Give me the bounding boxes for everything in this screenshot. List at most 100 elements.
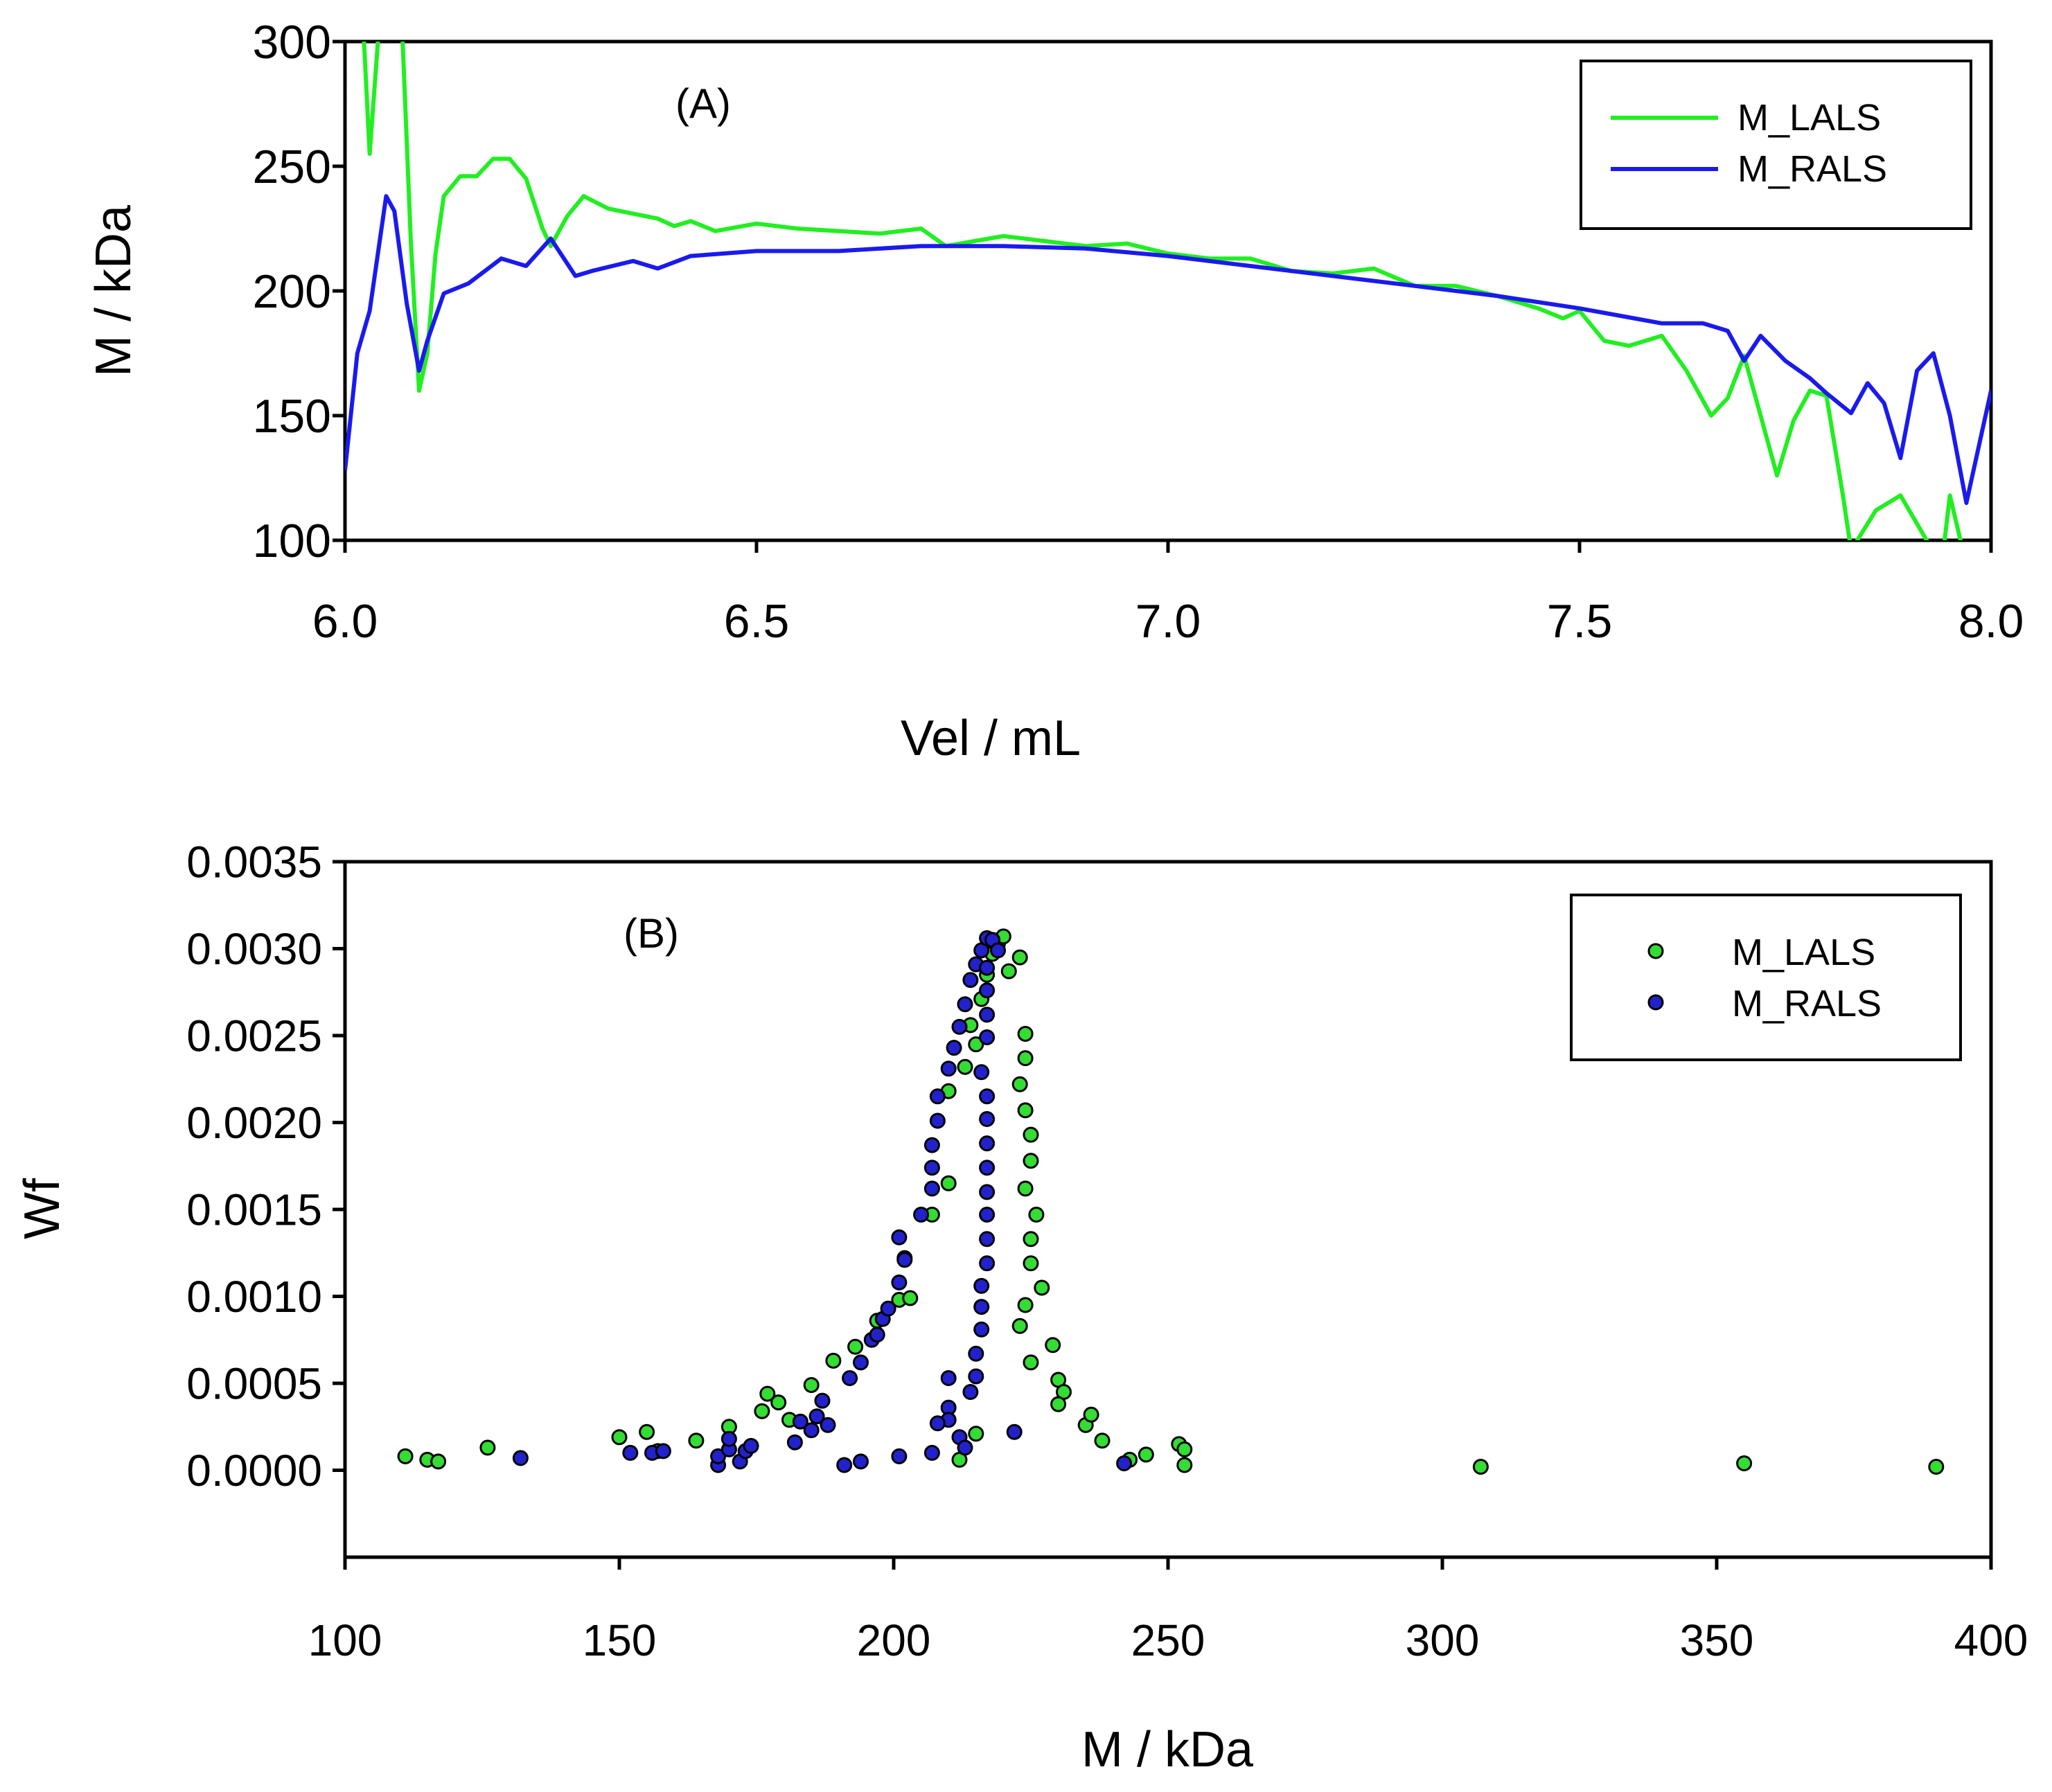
data-point-m-rals [836,1457,853,1473]
data-point-m-rals [814,1392,831,1409]
panel-a-x-tick-label: 7.0 [1135,595,1201,648]
data-point-m-lals [1017,1026,1034,1042]
data-point-m-rals [923,1180,940,1197]
panel-b-label: (B) [623,910,679,957]
data-point-m-lals [1472,1459,1489,1475]
data-point-m-lals [847,1338,864,1355]
data-point-m-rals [869,1327,885,1343]
data-point-m-rals [913,1207,930,1223]
panel-b-legend-box [1570,894,1962,1061]
data-point-m-rals [786,1434,803,1451]
panel-a-x-tick-label: 7.5 [1547,595,1613,648]
panel-a-y-tick-label: 200 [253,265,331,318]
data-point-m-rals [979,1207,996,1223]
data-point-m-lals [1017,1050,1034,1067]
data-point-m-rals [842,1370,858,1386]
series-line-m-lals [362,42,1963,540]
data-point-m-lals [803,1377,820,1393]
panel-b-y-tick-label: 0.0010 [186,1272,322,1322]
data-point-m-rals [880,1300,896,1317]
data-point-m-rals [979,1160,996,1176]
data-point-m-lals [968,1036,984,1053]
data-point-m-rals [808,1408,825,1425]
data-point-m-rals [923,1160,940,1176]
panel-b-legend-label-m-rals: M_RALS [1732,983,1882,1024]
panel-b-y-axis-title: Wf [15,1178,70,1239]
data-point-m-rals [979,1029,996,1045]
data-point-m-rals [923,1137,940,1153]
data-point-m-rals [820,1417,836,1433]
data-point-m-rals [979,1111,996,1127]
panel-b-y-tick-label: 0.0025 [186,1011,322,1061]
data-point-m-lals [430,1453,447,1470]
data-point-m-lals [1045,1337,1061,1354]
data-point-m-rals [957,996,973,1013]
data-point-m-lals [1023,1153,1039,1169]
data-point-m-rals [1006,1423,1023,1440]
data-point-m-lals [1017,1180,1034,1197]
data-point-m-rals [979,1006,996,1023]
panel-b-y-tick-label: 0.0015 [186,1185,322,1234]
data-point-m-rals [962,1384,979,1400]
data-point-m-rals [946,1040,962,1056]
data-point-m-lals [1011,1318,1028,1334]
data-point-m-rals [968,1368,984,1385]
data-point-m-rals [853,1453,869,1470]
panel-a-x-axis-title: Vel / mL [901,711,1081,766]
data-point-m-lals [940,1175,957,1191]
data-point-m-rals [973,1299,990,1315]
panel-a-x-tick-label: 8.0 [1958,595,2024,648]
data-point-m-rals [792,1413,808,1430]
panel-b-y-tick-label: 0.0020 [186,1098,322,1148]
data-point-m-rals [973,1277,990,1294]
data-point-m-rals [979,1255,996,1272]
data-point-m-rals [973,1321,990,1338]
panel-a: 6.0 6.5 7.0 7.5 8.0 100 150 200 250 300 (A) Vel /… [86,16,2024,766]
data-point-m-rals [929,1415,946,1432]
data-point-m-rals [896,1252,913,1268]
data-point-m-rals [979,1088,996,1105]
data-point-m-lals [1094,1432,1111,1449]
data-point-m-rals [973,1064,990,1081]
data-point-m-rals [979,959,996,976]
panel-a-y-axis-title: M / kDa [86,204,141,377]
data-point-m-lals [1176,1457,1193,1473]
data-point-m-lals [754,1403,770,1419]
data-point-m-rals [979,1231,996,1248]
data-point-m-lals [1928,1459,1945,1475]
data-point-m-rals [940,1061,957,1077]
panel-b-x-tick-label: 250 [1131,1615,1205,1665]
data-point-m-lals [611,1429,628,1446]
data-point-m-rals [940,1370,957,1386]
panel-b-x-tick-label: 100 [308,1615,382,1665]
panel-a-y-tick-label: 300 [253,16,331,69]
data-point-m-lals [1023,1255,1039,1272]
data-point-m-lals [825,1352,842,1369]
data-point-m-lals [1176,1441,1193,1457]
data-point-m-rals [891,1274,908,1290]
data-point-m-rals [622,1444,639,1461]
data-point-m-lals [1034,1279,1050,1296]
data-point-m-lals [902,1290,919,1306]
data-point-m-rals [968,1345,984,1362]
panel-b-x-axis-title: M / kDa [1081,1722,1254,1777]
data-point-m-lals [770,1394,787,1411]
panel-a-legend: M_LALS M_RALS [1580,60,1972,230]
data-point-m-lals [1050,1396,1067,1412]
data-point-m-rals [512,1450,529,1466]
panel-b-x-tick-label: 150 [583,1615,657,1665]
data-point-m-rals [720,1430,737,1447]
panel-b-y-tick-label: 0.0035 [186,837,322,887]
panel-b-legend-marker-m-rals [1647,994,1664,1011]
panel-b-ticks: 100 150 200 250 300 350 400 0.0000 0.0005 0.0010 0… [186,837,2028,1665]
panel-a-y-tick-label: 250 [253,141,331,193]
data-point-m-rals [957,1439,973,1456]
data-point-m-rals [979,1184,996,1200]
data-point-m-lals [1017,1102,1034,1119]
data-point-m-lals [1023,1126,1039,1143]
panel-b-legend-marker-m-lals [1647,943,1664,959]
panel-b-x-tick-label: 350 [1680,1615,1754,1665]
panel-a-y-tick-label: 150 [253,390,331,443]
